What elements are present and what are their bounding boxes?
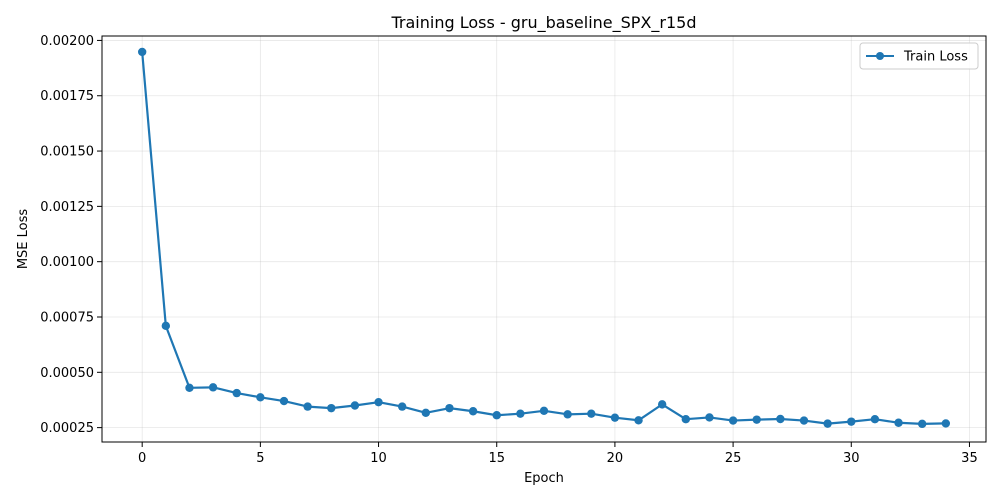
data-point: [870, 415, 880, 424]
data-point: [776, 414, 785, 424]
data-point: [350, 401, 360, 410]
data-point: [397, 402, 407, 411]
chart-title: Training Loss - gru_baseline_SPX_r15d: [390, 13, 696, 33]
x-tick-label: 10: [370, 451, 387, 466]
data-point: [492, 411, 501, 420]
y-tick-label: 0.00100: [40, 255, 94, 270]
y-tick-label: 0.00025: [40, 421, 94, 436]
data-point: [327, 403, 336, 413]
data-point: [468, 407, 478, 416]
data-point: [256, 393, 265, 402]
data-point: [799, 416, 809, 425]
data-point: [823, 419, 832, 428]
y-tick-label: 0.00050: [40, 366, 94, 381]
data-point: [634, 416, 643, 425]
data-point: [161, 321, 171, 331]
data-point: [587, 409, 596, 418]
data-point: [374, 397, 383, 407]
data-point: [539, 406, 549, 416]
x-tick-label: 25: [725, 451, 742, 466]
data-point: [421, 408, 431, 417]
data-point: [894, 418, 903, 427]
data-point: [941, 419, 951, 428]
data-point: [705, 413, 714, 422]
y-tick-label: 0.00150: [40, 145, 94, 160]
ticks: 0 5 10 15 20 25 30 35 0.00025 0.00050 0.00075 0.001…: [40, 34, 977, 466]
x-tick-label: 5: [256, 451, 264, 466]
data-point: [752, 415, 761, 424]
data-point: [917, 419, 927, 429]
data-point: [208, 383, 218, 392]
legend-label-train-loss: Train Loss: [903, 50, 968, 65]
x-axis-title: Epoch: [524, 471, 564, 486]
data-point: [563, 410, 572, 419]
data-point: [681, 415, 691, 424]
data-point: [516, 409, 525, 418]
legend-box: [859, 42, 979, 70]
legend: Train Loss: [859, 42, 979, 70]
x-tick-label: 35: [961, 451, 978, 466]
x-tick-label: 0: [138, 451, 146, 466]
x-tick-label: 15: [488, 451, 505, 466]
data-point: [728, 416, 738, 425]
data-point: [610, 413, 620, 422]
legend-marker-swatch: [876, 52, 884, 60]
plot-frame: [101, 35, 987, 443]
y-tick-label: 0.00125: [40, 200, 94, 215]
grid: [102, 36, 986, 442]
data-point: [279, 396, 289, 406]
x-tick-label: 20: [607, 451, 624, 466]
x-tick-label: 30: [843, 451, 860, 466]
data-point: [232, 388, 241, 398]
data-point: [137, 47, 147, 57]
y-tick-label: 0.00175: [40, 89, 94, 104]
series-layer: [137, 47, 951, 429]
data-point: [657, 400, 667, 409]
y-tick-label: 0.00075: [40, 310, 94, 325]
data-point: [303, 402, 312, 411]
data-point: [445, 403, 454, 413]
y-tick-label: 0.00200: [40, 34, 94, 49]
y-axis-title: MSE Loss: [16, 209, 31, 270]
data-point: [185, 383, 194, 392]
data-point: [847, 417, 856, 426]
